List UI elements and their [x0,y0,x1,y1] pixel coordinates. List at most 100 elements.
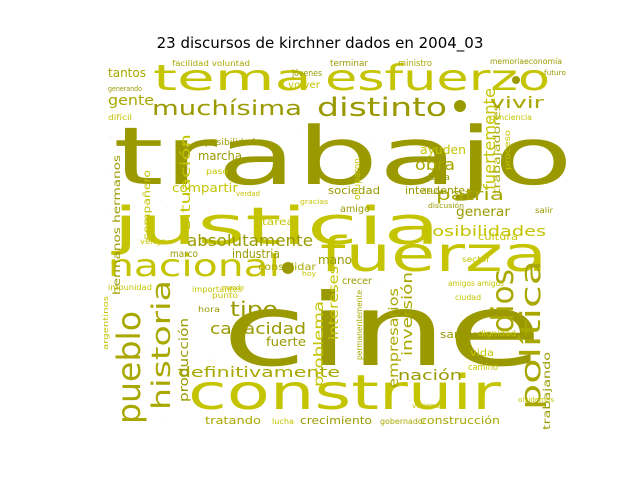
cloud-word: intereses [327,266,342,340]
cloud-word: fuertemente [480,88,499,190]
filler-word: · [250,295,252,302]
cloud-word: lucha [272,417,294,426]
cloud-word: vida [470,348,494,359]
chart-title: 23 discursos de kirchner dados en 2004_0… [156,34,484,52]
cloud-word: absolutamente [187,231,313,250]
cloud-word: distinto [317,93,447,123]
filler-word: · [250,409,252,416]
cloud-word: dios [486,269,521,333]
cloud-word: tratando [205,414,261,427]
cloud-word: compañero [142,170,153,240]
cloud-word: fuerte [266,335,306,349]
cloud-word: importantes [192,285,242,294]
filler-word: · [470,409,472,416]
cloud-word: ministro [398,59,432,69]
cloud-word: trabajadores [492,104,503,194]
cloud-word: ocuparon [353,158,363,200]
filler-word: · [246,201,248,208]
cloud-word: industria [232,247,280,261]
cloud-word: vivienda [412,402,444,410]
cloud-word: patria [436,185,504,204]
dot-mark [454,100,466,112]
cloud-word: crecer [342,276,373,287]
filler-word: · [460,313,462,320]
cloud-word: facilidad voluntad [172,59,250,68]
cloud-word: trabajando [542,352,553,430]
filler-word: · [372,135,374,142]
cloud-word: amigo [340,204,370,215]
dot-mark [512,76,520,84]
filler-word: · [282,209,284,216]
filler-word: · [160,415,162,422]
cloud-word: problema [312,301,327,387]
cloud-word: olvidemos [518,396,554,404]
filler-words: · · · · · · · · · · · · · · · · · · · · · · · · · · · · · · · · · · · · · · · ·… [108,74,546,426]
filler-word: · [350,144,352,152]
cloud-word: obra [415,155,455,174]
filler-word: · [520,105,522,112]
filler-word: · [530,275,532,282]
cloud-word: capacidad [210,319,306,338]
filler-word: · [470,275,472,282]
cloud-word: política [514,260,547,410]
cloud-word: argentinos [102,296,110,350]
filler-word: · [110,134,112,142]
cloud-word: hermanos hermanos [112,155,123,295]
cloud-word: construir [188,365,501,421]
filler-word: · [356,419,358,426]
cloud-word: deuda [422,187,444,196]
cloud-word: generar [456,205,511,220]
filler-word: · [360,313,362,320]
cloud-word: historia [147,280,177,410]
cloud-word: tipo [230,297,278,321]
cloud-word: impunidad [108,283,152,292]
filler-word: · [166,205,168,212]
filler-word: · [150,189,152,196]
cloud-word: justicia [111,197,440,257]
cloud-word: idea [428,173,450,183]
cloud-word: vivir [490,93,545,112]
filler-word: · [108,209,110,216]
filler-word: · [240,74,242,82]
filler-word: · [276,375,278,382]
cloud-word: trabajo [113,110,573,203]
filler-word: · [490,235,492,242]
cloud-word: futuro [544,69,566,77]
cloud-word: tema [153,58,312,99]
filler-word: · [290,305,292,312]
filler-word: · [430,313,432,320]
cloud-word: situación [179,134,194,230]
cloud-word: mano [318,253,352,267]
filler-word: · [440,399,442,406]
cloud-word: verdad [236,190,260,198]
cloud-word: cine [222,272,542,389]
cloud-word: terminar [330,59,368,69]
filler-word: · [480,295,482,302]
cloud-word: difícil [108,113,132,122]
filler-word: · [212,355,214,362]
cloud-word: permanentemente [355,290,364,360]
cloud-word: hoy [302,270,316,278]
filler-word: · [130,331,132,338]
cloud-word: nacional [108,249,280,284]
filler-word: · [512,253,514,260]
filler-word: · [500,345,502,352]
filler-word: · [266,91,268,98]
cloud-word: inversión [400,272,416,356]
cloud-word: pueblo [110,311,148,424]
filler-word: · [540,145,542,152]
filler-word: · [128,155,130,162]
filler-word: · [200,275,202,282]
filler-word: · [300,335,302,342]
cloud-word: vengo [140,237,166,246]
filler-word: · [544,225,546,232]
filler-word: · [110,171,112,178]
cloud-word: memoria [490,57,524,66]
filler-word: · [112,315,114,322]
cloud-word: sector [462,255,491,264]
cloud-word: posibilidades [420,224,546,240]
filler-word: · [520,363,522,370]
cloud-word: crecimiento [300,414,372,427]
cloud-word: salir [535,206,554,215]
